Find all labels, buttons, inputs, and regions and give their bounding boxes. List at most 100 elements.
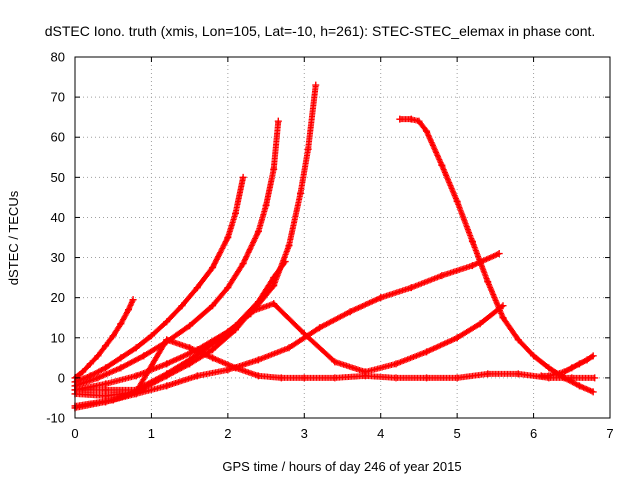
data-point	[560, 368, 568, 376]
data-point	[468, 262, 476, 270]
data-point	[102, 380, 110, 388]
data-point	[147, 380, 155, 388]
data-point	[94, 352, 102, 360]
data-point	[254, 356, 262, 364]
data-point	[281, 258, 289, 266]
data-point	[239, 260, 247, 268]
data-point	[129, 296, 137, 304]
x-tick-label: 2	[224, 426, 231, 441]
x-tick-label: 6	[530, 426, 537, 441]
data-point	[514, 336, 522, 344]
y-tick-label: 10	[51, 330, 65, 345]
grid	[75, 57, 610, 418]
data-point	[254, 227, 262, 235]
x-tick-label: 3	[301, 426, 308, 441]
data-point	[589, 352, 597, 360]
data-point	[285, 242, 293, 250]
data-point	[247, 308, 255, 316]
data-point	[102, 392, 110, 400]
data-point	[117, 354, 125, 362]
data-point	[178, 302, 186, 310]
data-point	[575, 382, 583, 390]
data-point	[232, 209, 239, 217]
data-point	[377, 294, 385, 302]
data-point	[423, 127, 431, 135]
chart-title: dSTEC Iono. truth (xmis, Lon=105, Lat=-1…	[45, 23, 596, 39]
data-point	[86, 360, 94, 368]
data-point	[484, 370, 492, 378]
data-point	[468, 238, 476, 246]
data-point	[163, 336, 171, 344]
data-point	[589, 388, 597, 396]
data-point	[132, 372, 140, 380]
data-point	[270, 165, 278, 173]
data-point	[239, 173, 247, 181]
data-point	[102, 386, 110, 394]
data-point	[453, 374, 461, 382]
data-point	[495, 250, 503, 258]
data-point	[407, 115, 415, 123]
series-arc-9	[396, 115, 597, 396]
data-point	[396, 115, 404, 123]
data-point	[254, 372, 262, 380]
data-point	[591, 374, 599, 382]
data-point	[553, 370, 560, 378]
data-point	[186, 322, 194, 330]
data-point	[583, 356, 591, 364]
data-point	[537, 372, 545, 380]
data-point	[331, 374, 339, 382]
data-point	[79, 368, 87, 376]
data-point	[300, 374, 308, 382]
data-point	[438, 272, 446, 280]
data-point	[499, 314, 507, 322]
data-point	[102, 364, 110, 372]
data-point	[530, 352, 538, 360]
y-tick-label: 70	[51, 90, 65, 105]
data-point	[270, 274, 278, 282]
y-axis-label: dSTEC / TECUs	[6, 190, 21, 285]
data-point	[285, 344, 293, 352]
data-point	[262, 201, 270, 209]
data-point	[186, 344, 194, 352]
y-tick-label: 60	[51, 130, 65, 145]
y-tick-label: 80	[51, 50, 65, 65]
data-point	[270, 300, 278, 308]
data-point	[209, 302, 217, 310]
data-point	[209, 264, 217, 272]
data-point	[232, 364, 239, 372]
data-point	[163, 318, 171, 326]
data-point	[224, 284, 232, 292]
data-point	[545, 364, 553, 372]
y-tick-label: -10	[46, 411, 65, 426]
x-tick-label: 0	[71, 426, 78, 441]
data-point	[117, 364, 125, 372]
data-point	[209, 340, 217, 348]
data-point	[132, 388, 140, 396]
data-point	[423, 348, 431, 356]
data-point	[109, 332, 117, 340]
data-point	[147, 332, 155, 340]
data-point	[163, 360, 171, 368]
data-point	[392, 374, 400, 382]
data-point	[125, 306, 132, 314]
data-point	[163, 382, 171, 390]
data-point	[476, 320, 484, 328]
data-point	[346, 308, 354, 316]
data-point	[117, 320, 125, 328]
data-point	[140, 352, 148, 360]
data-point	[453, 334, 461, 342]
data-point	[312, 81, 320, 89]
data-point	[193, 284, 201, 292]
data-point	[193, 372, 201, 380]
data-point	[209, 354, 217, 362]
data-point	[568, 364, 576, 372]
data-point	[484, 278, 492, 286]
x-tick-label: 1	[148, 426, 155, 441]
data-point	[545, 372, 553, 380]
data-point	[407, 284, 415, 292]
data-point	[560, 374, 568, 382]
data-point	[232, 326, 239, 334]
data-point	[274, 117, 282, 125]
